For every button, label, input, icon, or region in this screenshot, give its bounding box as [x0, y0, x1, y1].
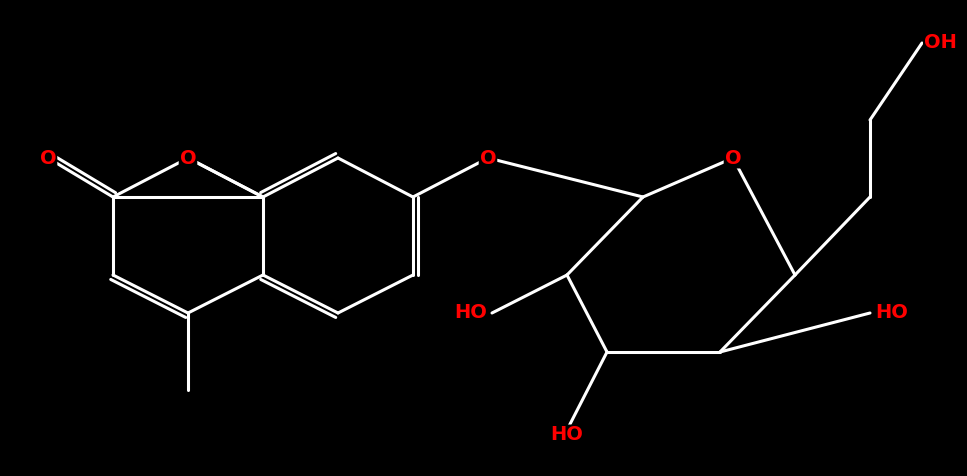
Text: O: O — [724, 149, 742, 168]
Text: OH: OH — [924, 33, 957, 52]
Text: O: O — [180, 149, 196, 168]
Text: O: O — [480, 149, 496, 168]
Text: O: O — [40, 149, 56, 168]
Text: HO: HO — [875, 304, 908, 323]
Text: HO: HO — [454, 304, 487, 323]
Text: HO: HO — [550, 426, 583, 445]
